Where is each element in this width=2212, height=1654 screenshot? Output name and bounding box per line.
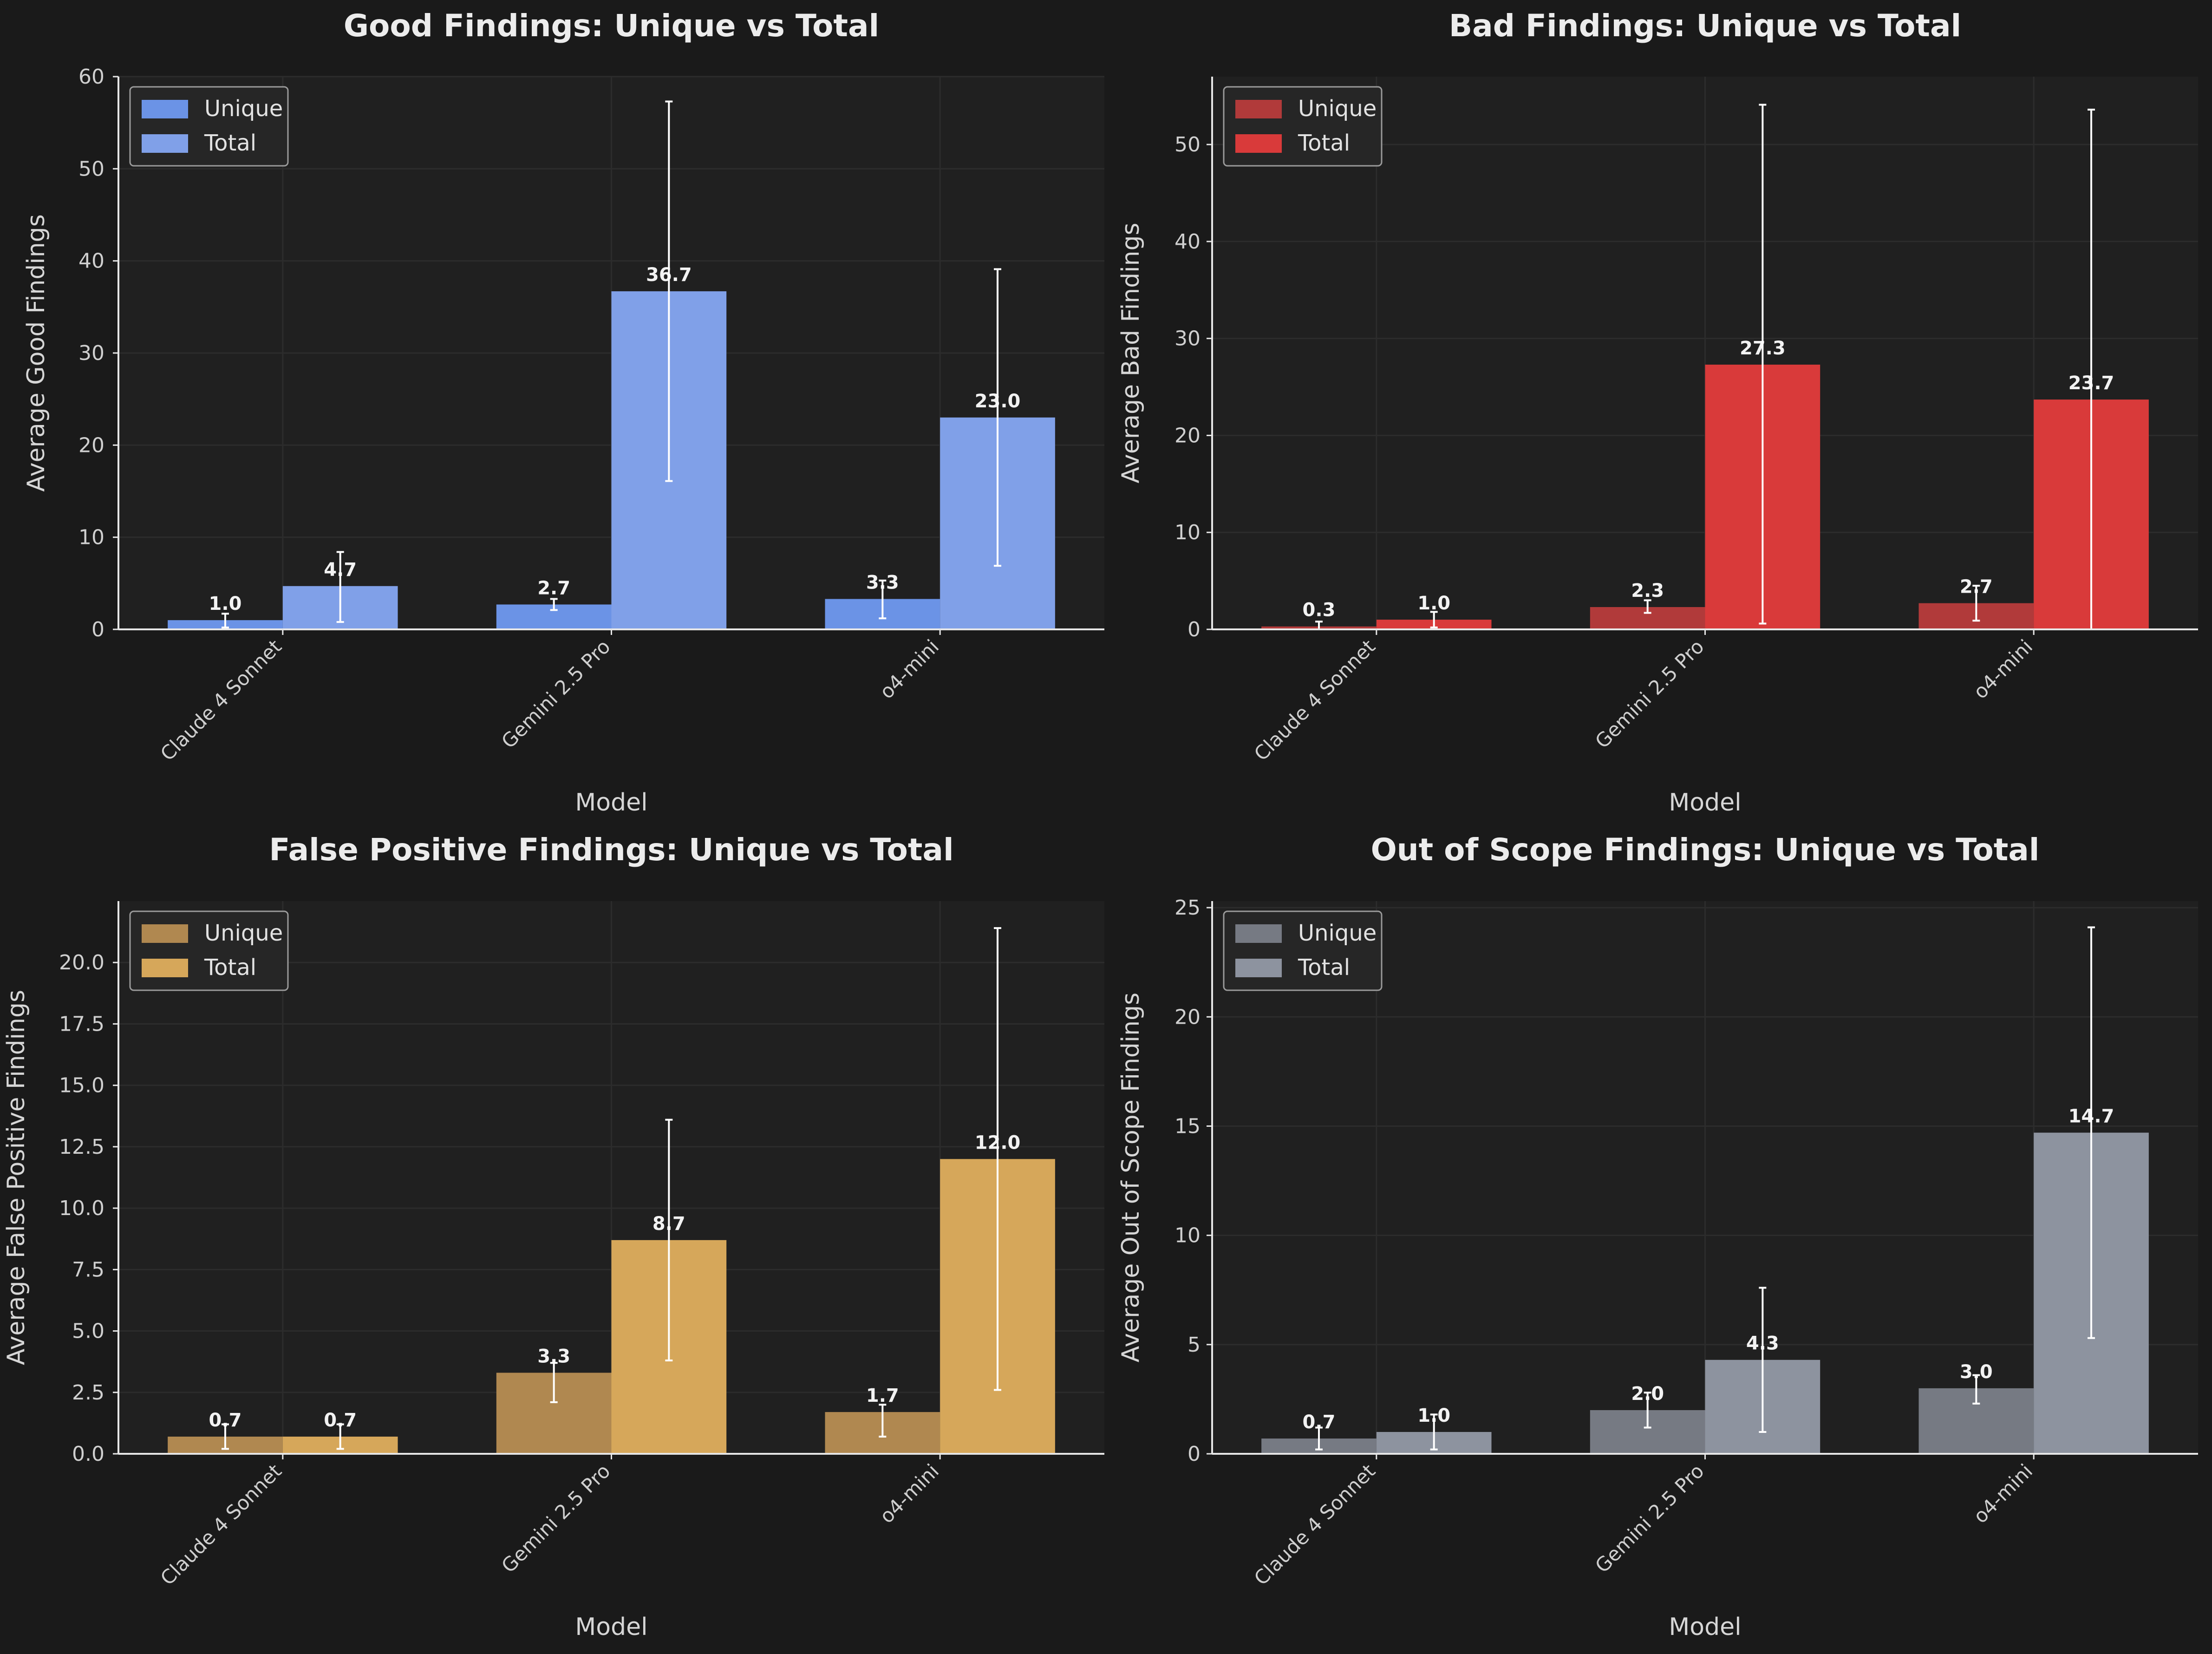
y-tick-label: 0: [91, 618, 104, 641]
data-label: 1.0: [1417, 593, 1450, 614]
y-tick-label: 30: [78, 341, 104, 365]
legend-swatch-unique: [142, 100, 188, 118]
x-axis-title: Model: [575, 1613, 647, 1641]
x-tick-label: o4-mini: [875, 1459, 944, 1528]
y-tick-label: 50: [78, 157, 104, 181]
y-tick-label: 12.5: [59, 1135, 104, 1159]
y-tick-label: 20: [1175, 424, 1201, 447]
y-tick-label: 5.0: [72, 1320, 104, 1343]
y-tick-label: 7.5: [72, 1258, 104, 1281]
x-tick-label: Claude 4 Sonnet: [1250, 635, 1380, 765]
y-tick-label: 10: [1175, 521, 1201, 544]
data-label: 2.3: [1631, 580, 1664, 601]
legend-label-total: Total: [1298, 130, 1350, 156]
y-tick-label: 40: [1175, 230, 1201, 254]
x-tick-label: o4-mini: [875, 635, 944, 703]
legend-label-unique: Unique: [1298, 96, 1377, 122]
legend: Unique Total: [129, 86, 289, 167]
x-tick-label: Claude 4 Sonnet: [156, 1459, 286, 1589]
y-tick-label: 20.0: [59, 951, 104, 974]
y-tick-label: 0: [1188, 618, 1201, 641]
legend-label-total: Total: [1298, 954, 1350, 981]
y-tick-label: 50: [1175, 133, 1201, 157]
y-tick-label: 17.5: [59, 1012, 104, 1036]
y-axis-title: Average Bad Findings: [1117, 222, 1145, 483]
y-tick-label: 40: [78, 249, 104, 273]
y-tick-label: 60: [78, 65, 104, 89]
y-tick-label: 20: [1175, 1005, 1201, 1029]
x-axis-title: Model: [1669, 1613, 1741, 1641]
chart-title: Out of Scope Findings: Unique vs Total: [1371, 832, 2040, 868]
legend-swatch-unique: [1235, 924, 1282, 943]
data-label: 1.7: [866, 1385, 899, 1406]
y-tick-label: 2.5: [72, 1381, 104, 1405]
y-tick-label: 15.0: [59, 1074, 104, 1098]
x-tick-label: Gemini 2.5 Pro: [1591, 635, 1708, 752]
legend-swatch-unique: [1235, 100, 1282, 118]
data-label: 2.7: [537, 577, 570, 599]
legend-label-unique: Unique: [1298, 920, 1377, 946]
legend: Unique Total: [1223, 86, 1383, 167]
x-axis-title: Model: [575, 789, 647, 817]
chart-panel-3: 0.02.55.07.510.012.515.017.520.00.73.31.…: [2, 832, 1104, 1641]
y-tick-label: 0.0: [72, 1442, 104, 1466]
x-tick-label: Claude 4 Sonnet: [156, 635, 286, 765]
legend-swatch-total: [1235, 959, 1282, 977]
y-axis-title: Average Out of Scope Findings: [1117, 993, 1145, 1363]
y-tick-label: 20: [78, 433, 104, 457]
x-tick-label: o4-mini: [1969, 635, 2037, 703]
x-tick-label: o4-mini: [1969, 1459, 2037, 1528]
y-tick-label: 15: [1175, 1114, 1201, 1138]
legend-label-unique: Unique: [204, 96, 283, 122]
legend: Unique Total: [129, 910, 289, 991]
legend-swatch-unique: [142, 924, 188, 943]
data-label: 0.3: [1303, 600, 1336, 621]
y-tick-label: 10.0: [59, 1196, 104, 1220]
y-tick-label: 0: [1188, 1442, 1201, 1466]
chart-title: Bad Findings: Unique vs Total: [1449, 8, 1961, 44]
y-tick-label: 25: [1175, 896, 1201, 920]
x-axis-title: Model: [1669, 789, 1741, 817]
data-label: 1.0: [209, 593, 242, 615]
legend-label-unique: Unique: [204, 920, 283, 946]
chart-title: Good Findings: Unique vs Total: [344, 8, 879, 44]
y-tick-label: 10: [78, 526, 104, 549]
x-tick-label: Gemini 2.5 Pro: [497, 635, 614, 752]
legend-swatch-total: [1235, 134, 1282, 153]
y-axis-title: Average False Positive Findings: [2, 990, 30, 1365]
legend: Unique Total: [1223, 910, 1383, 991]
legend-label-total: Total: [204, 130, 256, 156]
legend-swatch-total: [142, 959, 188, 977]
x-tick-label: Gemini 2.5 Pro: [497, 1459, 614, 1577]
y-axis-title: Average Good Findings: [22, 214, 50, 492]
y-tick-label: 5: [1188, 1333, 1201, 1357]
legend-label-total: Total: [204, 954, 256, 981]
y-tick-label: 30: [1175, 327, 1201, 351]
chart-title: False Positive Findings: Unique vs Total: [269, 832, 953, 868]
legend-swatch-total: [142, 134, 188, 153]
x-tick-label: Gemini 2.5 Pro: [1591, 1459, 1708, 1577]
x-tick-label: Claude 4 Sonnet: [1250, 1459, 1380, 1589]
y-tick-label: 10: [1175, 1224, 1201, 1248]
